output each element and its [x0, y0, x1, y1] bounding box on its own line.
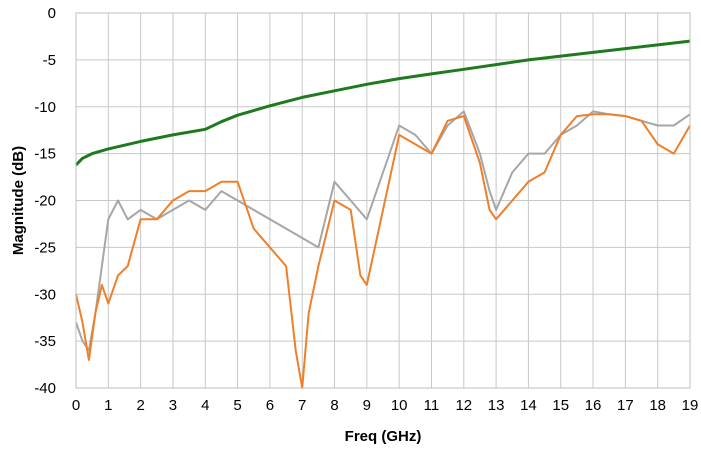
x-tick-label: 7 [298, 397, 306, 414]
series-group [74, 39, 691, 389]
y-tick-label: -35 [34, 333, 56, 350]
x-tick-label: 18 [649, 397, 666, 414]
x-tick-label: 5 [233, 397, 241, 414]
series-line-3 [75, 113, 691, 389]
x-tick-label: 8 [330, 397, 338, 414]
series-line-1 [74, 39, 691, 166]
x-tick-label: 3 [169, 397, 177, 414]
y-tick-label: -20 [34, 193, 56, 210]
x-tick-label: 11 [424, 397, 440, 414]
y-tick-label: -10 [34, 99, 56, 116]
x-tick-label: 6 [266, 397, 274, 414]
x-tick-label: 14 [520, 397, 537, 414]
x-axis-ticks: 0 1 2 3 4 5 6 7 8 9 10 11 12 13 14 15 16 17 18 19 [72, 397, 699, 414]
y-tick-label: 0 [48, 5, 56, 22]
plot-area-border [75, 12, 691, 389]
x-tick-label: 13 [488, 397, 505, 414]
y-tick-label: -15 [34, 146, 56, 163]
x-tick-label: 15 [552, 397, 569, 414]
series-line-2 [75, 110, 691, 352]
x-tick-label: 2 [136, 397, 144, 414]
y-axis-ticks: 0 -5 -10 -15 -20 -25 -30 -35 -40 [34, 5, 56, 397]
x-tick-label: 4 [201, 397, 209, 414]
x-tick-label: 0 [72, 397, 80, 414]
y-tick-label: -30 [34, 286, 56, 303]
y-tick-label: -5 [43, 52, 56, 69]
y-tick-label: -25 [34, 239, 56, 256]
x-tick-label: 12 [455, 397, 472, 414]
x-tick-label: 16 [585, 397, 602, 414]
x-tick-label: 9 [363, 397, 371, 414]
grid [75, 12, 691, 389]
y-axis-title: Magnitude (dB) [10, 146, 27, 255]
y-tick-label: -40 [34, 380, 56, 397]
x-axis-title: Freq (GHz) [345, 428, 422, 445]
x-tick-label: 17 [617, 397, 634, 414]
x-tick-label: 10 [391, 397, 408, 414]
x-tick-label: 1 [104, 397, 112, 414]
x-tick-label: 19 [682, 397, 699, 414]
